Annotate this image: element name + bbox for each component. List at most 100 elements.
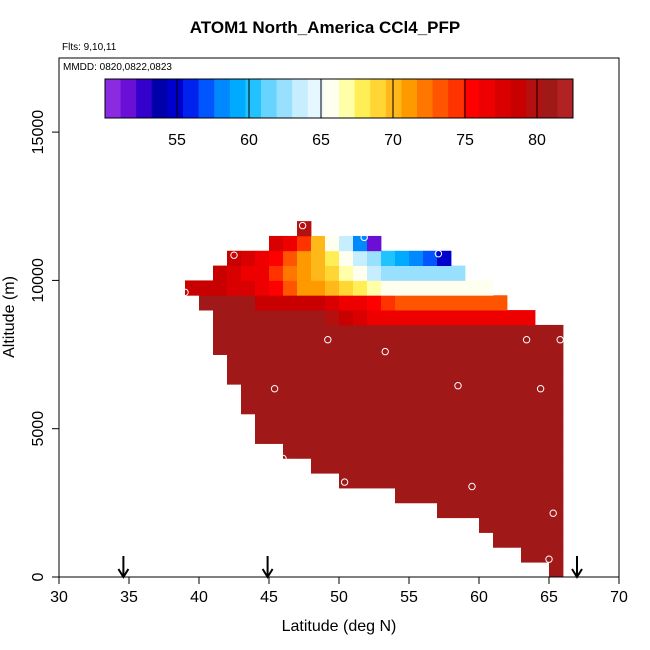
colorbar-swatch	[479, 79, 496, 118]
heatmap-cell	[353, 384, 368, 400]
colorbar-swatch	[339, 79, 356, 118]
heatmap-cell	[213, 280, 228, 296]
x-tick-label: 60	[470, 589, 488, 606]
heatmap-cell	[549, 443, 564, 459]
colorbar-swatch	[417, 79, 434, 118]
heatmap-cell	[521, 458, 536, 474]
heatmap-cell	[269, 250, 284, 266]
y-axis-label: Altitude (m)	[1, 276, 18, 358]
colorbar-swatch	[229, 79, 246, 118]
heatmap-cell	[297, 399, 312, 415]
heatmap-cell	[451, 502, 466, 519]
heatmap-cell	[339, 280, 354, 296]
heatmap-cell	[269, 280, 284, 296]
heatmap-cell	[437, 280, 452, 296]
heatmap-cell	[479, 428, 494, 444]
heatmap-cell	[465, 488, 480, 504]
heatmap-cell	[269, 399, 284, 415]
x-tick-label: 65	[540, 589, 558, 606]
heatmap-cell	[297, 428, 312, 444]
heatmap-cell	[311, 458, 326, 474]
colorbar-swatch	[261, 79, 278, 118]
heatmap-cell	[381, 265, 396, 281]
sample-point	[181, 288, 189, 296]
heatmap-cell	[507, 488, 522, 504]
sample-point	[324, 336, 332, 344]
x-axis: 30 35 40 45 50 55 60 65 70	[50, 577, 628, 606]
heatmap-cell	[465, 280, 480, 296]
heatmap-cell	[451, 265, 466, 281]
colorbar-swatch	[307, 79, 324, 118]
sample-point	[536, 385, 545, 393]
heatmap-cell	[535, 502, 550, 519]
heatmap-cell	[535, 324, 550, 341]
heatmap-cell	[367, 265, 382, 281]
heatmap-cell	[465, 354, 480, 370]
heatmap-cell	[493, 517, 508, 533]
mmdd-label: MMDD: 0820,0822,0823	[63, 62, 172, 73]
heatmap-cell	[521, 428, 536, 444]
heatmap-cell	[549, 339, 564, 355]
heatmap-cell	[451, 339, 466, 355]
heatmap-cell	[507, 517, 522, 533]
heatmap-cell	[311, 428, 326, 444]
heatmap-cell	[325, 399, 340, 415]
heatmap-cell	[311, 384, 326, 400]
x-tick-label: 35	[120, 589, 138, 606]
heatmap-cell	[283, 443, 298, 459]
heatmap-cell	[507, 532, 522, 548]
heatmap-cell	[409, 458, 424, 474]
heatmap-cell	[227, 280, 242, 296]
y-tick-label: 5000	[30, 411, 47, 447]
heatmap-cell	[535, 458, 550, 474]
colorbar-swatch	[276, 79, 293, 118]
colorbar-swatch	[105, 79, 122, 118]
heatmap-cell	[241, 339, 256, 355]
heatmap-cell	[339, 428, 354, 444]
heatmap-cell	[227, 265, 242, 281]
heatmap-cell	[269, 339, 284, 355]
heatmap-cell	[549, 502, 564, 519]
heatmap-cell	[367, 324, 382, 341]
heatmap-cell	[507, 413, 522, 430]
heatmap-cell	[255, 369, 270, 385]
heatmap-cell	[521, 488, 536, 504]
heatmap-cell	[353, 443, 368, 459]
heatmap-cell	[437, 502, 452, 519]
sample-point	[434, 250, 443, 258]
colorbar-swatch	[432, 79, 449, 118]
heatmap-cell	[353, 399, 368, 415]
heatmap-cell	[241, 265, 256, 281]
colorbar-swatch	[370, 79, 387, 118]
heatmap-cell	[437, 369, 452, 385]
heatmap-cell	[409, 443, 424, 459]
heatmap-cell	[451, 310, 466, 326]
heatmap-cell	[283, 265, 298, 281]
heatmap-cell	[437, 324, 452, 341]
heatmap-cell	[367, 399, 382, 415]
heatmap-cell	[437, 473, 452, 489]
heatmap-cell	[479, 458, 494, 474]
heatmap-cell	[395, 369, 410, 385]
heatmap-cell	[325, 324, 340, 341]
heatmap-cell	[437, 428, 452, 444]
heatmap-cell	[325, 384, 340, 400]
heatmap-cell	[353, 265, 368, 281]
heatmap-cell	[227, 354, 242, 370]
heatmap-cell	[423, 250, 438, 266]
heatmap-cell	[493, 532, 508, 548]
heatmap-cell	[423, 473, 438, 489]
heatmap-cell	[549, 488, 564, 504]
heatmap-cell	[493, 295, 508, 311]
x-axis-label: Latitude (deg N)	[282, 618, 397, 635]
heatmap-cell	[451, 295, 466, 311]
heatmap-cell	[451, 324, 466, 341]
heatmap-cell	[311, 369, 326, 385]
heatmap-cell	[409, 488, 424, 504]
heatmap-cell	[339, 324, 354, 341]
heatmap-cell	[339, 250, 354, 266]
colorbar-swatch	[151, 79, 168, 118]
heatmap-cell	[297, 265, 312, 281]
heatmap-cell	[549, 473, 564, 489]
sample-point	[279, 454, 287, 463]
